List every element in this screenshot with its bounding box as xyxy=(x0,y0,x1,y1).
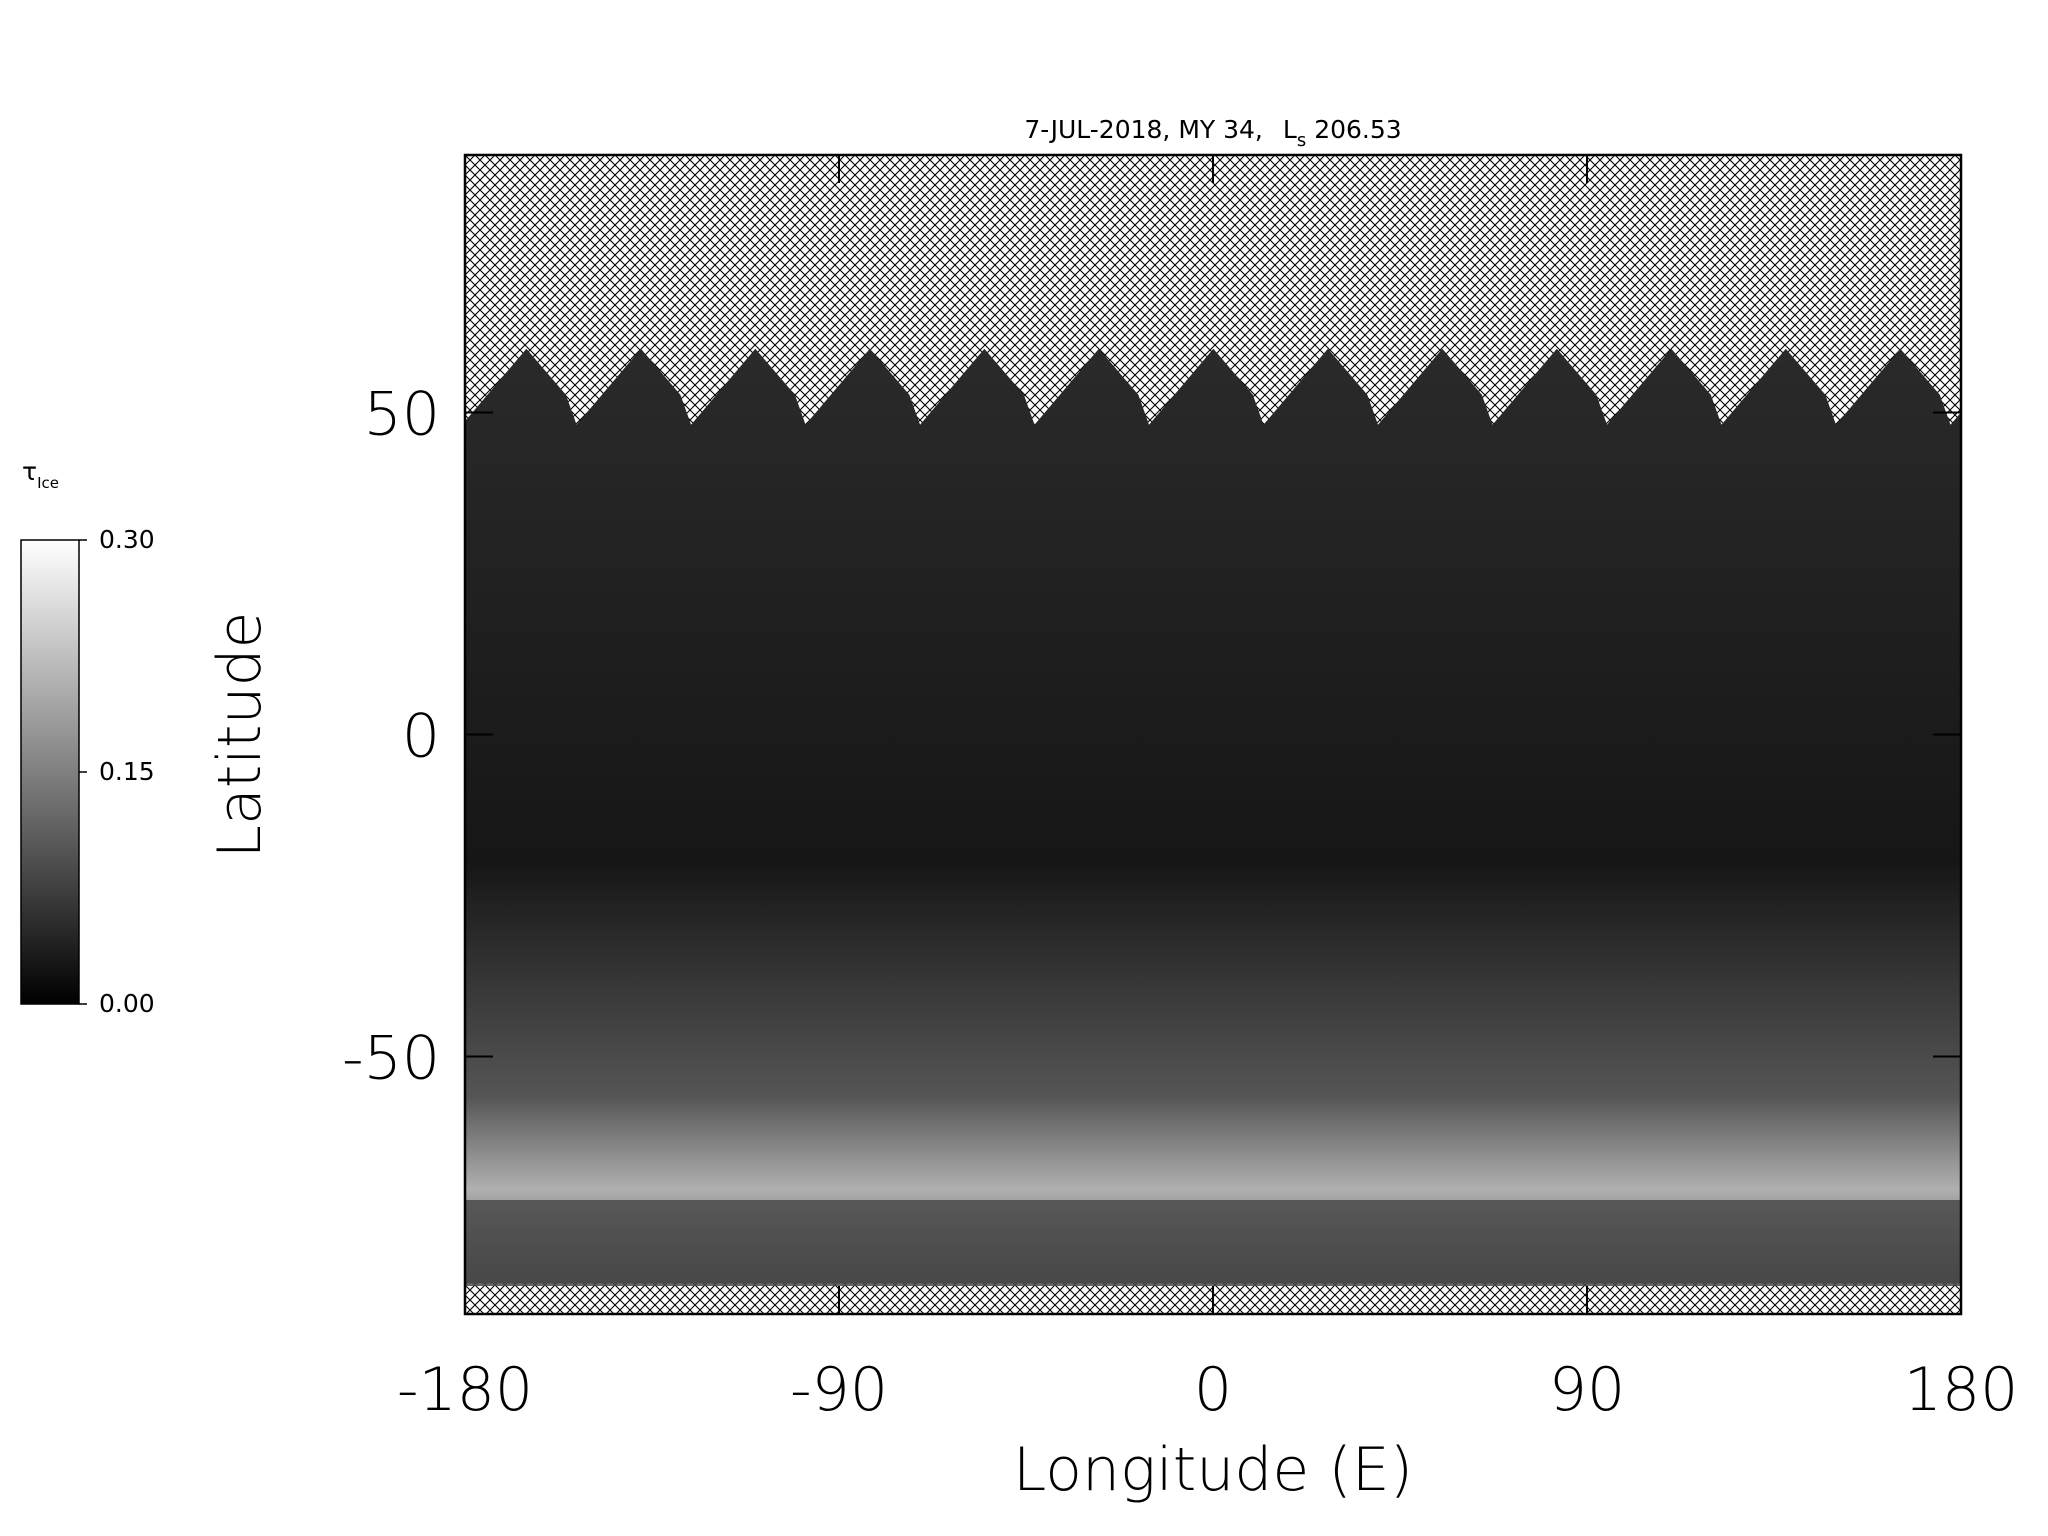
x-tick-label: 180 xyxy=(1904,1355,2019,1425)
colorbar-symbol: τ xyxy=(22,457,37,486)
y-axis-label: Latitude xyxy=(205,612,275,859)
y-tick-label: 0 xyxy=(402,702,440,772)
chart-title: 7-JUL-2018, MY 34, Ls 206.53 xyxy=(1024,115,1401,151)
swaths xyxy=(465,348,1961,1286)
polar-band xyxy=(465,1200,1961,1286)
x-tick-label: -90 xyxy=(790,1355,888,1425)
x-tick-label: 90 xyxy=(1549,1355,1625,1425)
y-tick-label: 50 xyxy=(364,380,440,450)
x-axis-label: Longitude (E) xyxy=(1013,1435,1413,1505)
title-text: 7-JUL-2018, MY 34, xyxy=(1024,115,1263,144)
colorbar xyxy=(20,539,80,1005)
colorbar-label: τIce xyxy=(22,457,59,492)
colorbar-tick-label: 0.15 xyxy=(99,757,155,786)
colorbar-subscript: Ice xyxy=(37,474,59,492)
x-tick-label: -180 xyxy=(397,1355,533,1425)
x-tick-label: 0 xyxy=(1194,1355,1232,1425)
title-value: 206.53 xyxy=(1314,115,1401,144)
plot-area xyxy=(463,153,1963,1316)
swath xyxy=(1810,348,1961,1284)
colorbar-tick-label: 0.00 xyxy=(99,989,155,1018)
colorbar-tick-label: 0.30 xyxy=(99,525,155,554)
swath xyxy=(1925,412,1961,1216)
title-subscript: s xyxy=(1297,130,1306,151)
y-tick-label: -50 xyxy=(342,1023,440,1093)
title-symbol: L xyxy=(1283,115,1297,144)
